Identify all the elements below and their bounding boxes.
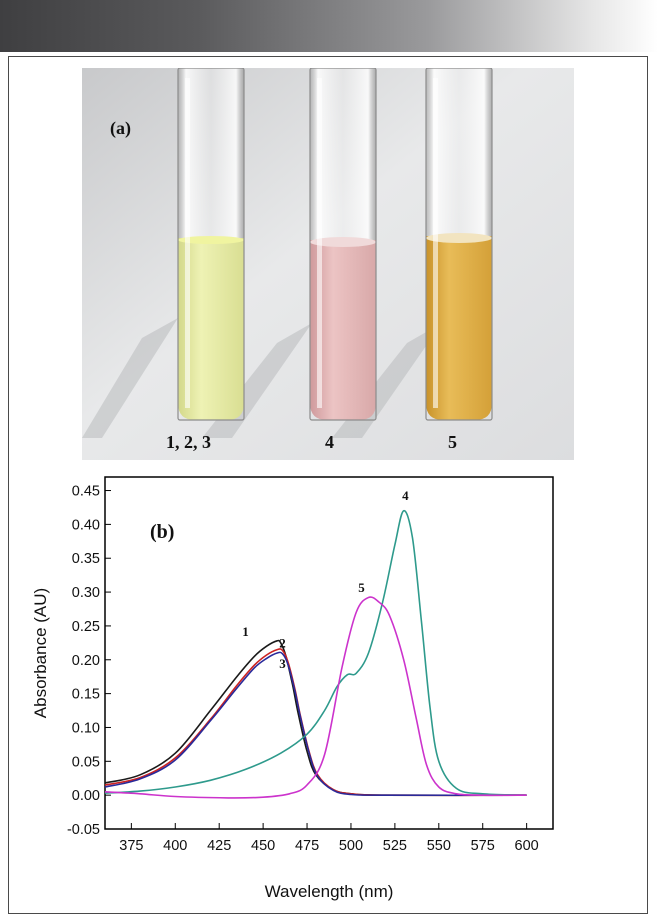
tube-1-2-3 bbox=[177, 68, 245, 421]
series-line-5 bbox=[104, 596, 527, 799]
series-label-1: 1 bbox=[242, 624, 249, 639]
y-tick-label: 0.10 bbox=[72, 720, 100, 736]
x-tick-label: 525 bbox=[383, 838, 407, 854]
y-tick-label: 0.20 bbox=[72, 653, 100, 669]
series-labels: 1 2 3 4 5 bbox=[242, 488, 409, 671]
series-line-3 bbox=[104, 651, 527, 797]
y-tick-label: 0.05 bbox=[72, 754, 100, 770]
test-tubes-photo: (a) 1, 2, 3 4 5 bbox=[82, 68, 574, 460]
series-line-4 bbox=[104, 510, 527, 796]
y-tick-label: 0.45 bbox=[72, 484, 100, 500]
series-label-5: 5 bbox=[358, 580, 365, 595]
series-label-2: 2 bbox=[279, 636, 286, 651]
y-tick-label: 0.30 bbox=[72, 585, 100, 601]
x-tick-label: 550 bbox=[427, 838, 451, 854]
x-tick-label: 425 bbox=[207, 838, 231, 854]
tube-4 bbox=[309, 68, 377, 421]
photo-panel-label: (a) bbox=[110, 118, 131, 139]
plot-area bbox=[104, 476, 554, 830]
series-label-4: 4 bbox=[402, 488, 409, 503]
chart-panel-label: (b) bbox=[150, 521, 174, 543]
x-axis: 375 400 425 450 475 500 525 550 575 600 bbox=[119, 823, 539, 854]
x-tick-label: 575 bbox=[471, 838, 495, 854]
y-tick-label: -0.05 bbox=[67, 822, 100, 838]
tube-label-1-2-3: 1, 2, 3 bbox=[166, 432, 211, 452]
x-tick-label: 475 bbox=[295, 838, 319, 854]
series-group bbox=[104, 510, 527, 799]
x-tick-label: 375 bbox=[119, 838, 143, 854]
y-axis: -0.05 0.00 0.05 0.10 0.15 0.20 0.25 0.30 0.35 0.4… bbox=[67, 484, 111, 838]
x-tick-label: 450 bbox=[251, 838, 275, 854]
y-tick-label: 0.15 bbox=[72, 687, 100, 703]
x-tick-label: 400 bbox=[163, 838, 187, 854]
y-tick-label: 0.35 bbox=[72, 551, 100, 567]
x-tick-label: 500 bbox=[339, 838, 363, 854]
tube-label-4: 4 bbox=[325, 432, 334, 452]
tube-5 bbox=[425, 68, 493, 421]
y-tick-label: 0.00 bbox=[72, 788, 100, 804]
y-tick-label: 0.40 bbox=[72, 517, 100, 533]
y-axis-title: Absorbance (AU) bbox=[31, 588, 50, 718]
y-tick-label: 0.25 bbox=[72, 619, 100, 635]
x-tick-label: 600 bbox=[515, 838, 539, 854]
header-bar bbox=[0, 0, 658, 52]
series-label-3: 3 bbox=[279, 656, 286, 671]
tube-label-5: 5 bbox=[448, 432, 457, 452]
absorbance-chart: (b) -0.05 0.00 0.05 0.10 0.15 0.20 0.25 0.30 0.3… bbox=[31, 476, 554, 901]
x-axis-title: Wavelength (nm) bbox=[265, 882, 394, 901]
